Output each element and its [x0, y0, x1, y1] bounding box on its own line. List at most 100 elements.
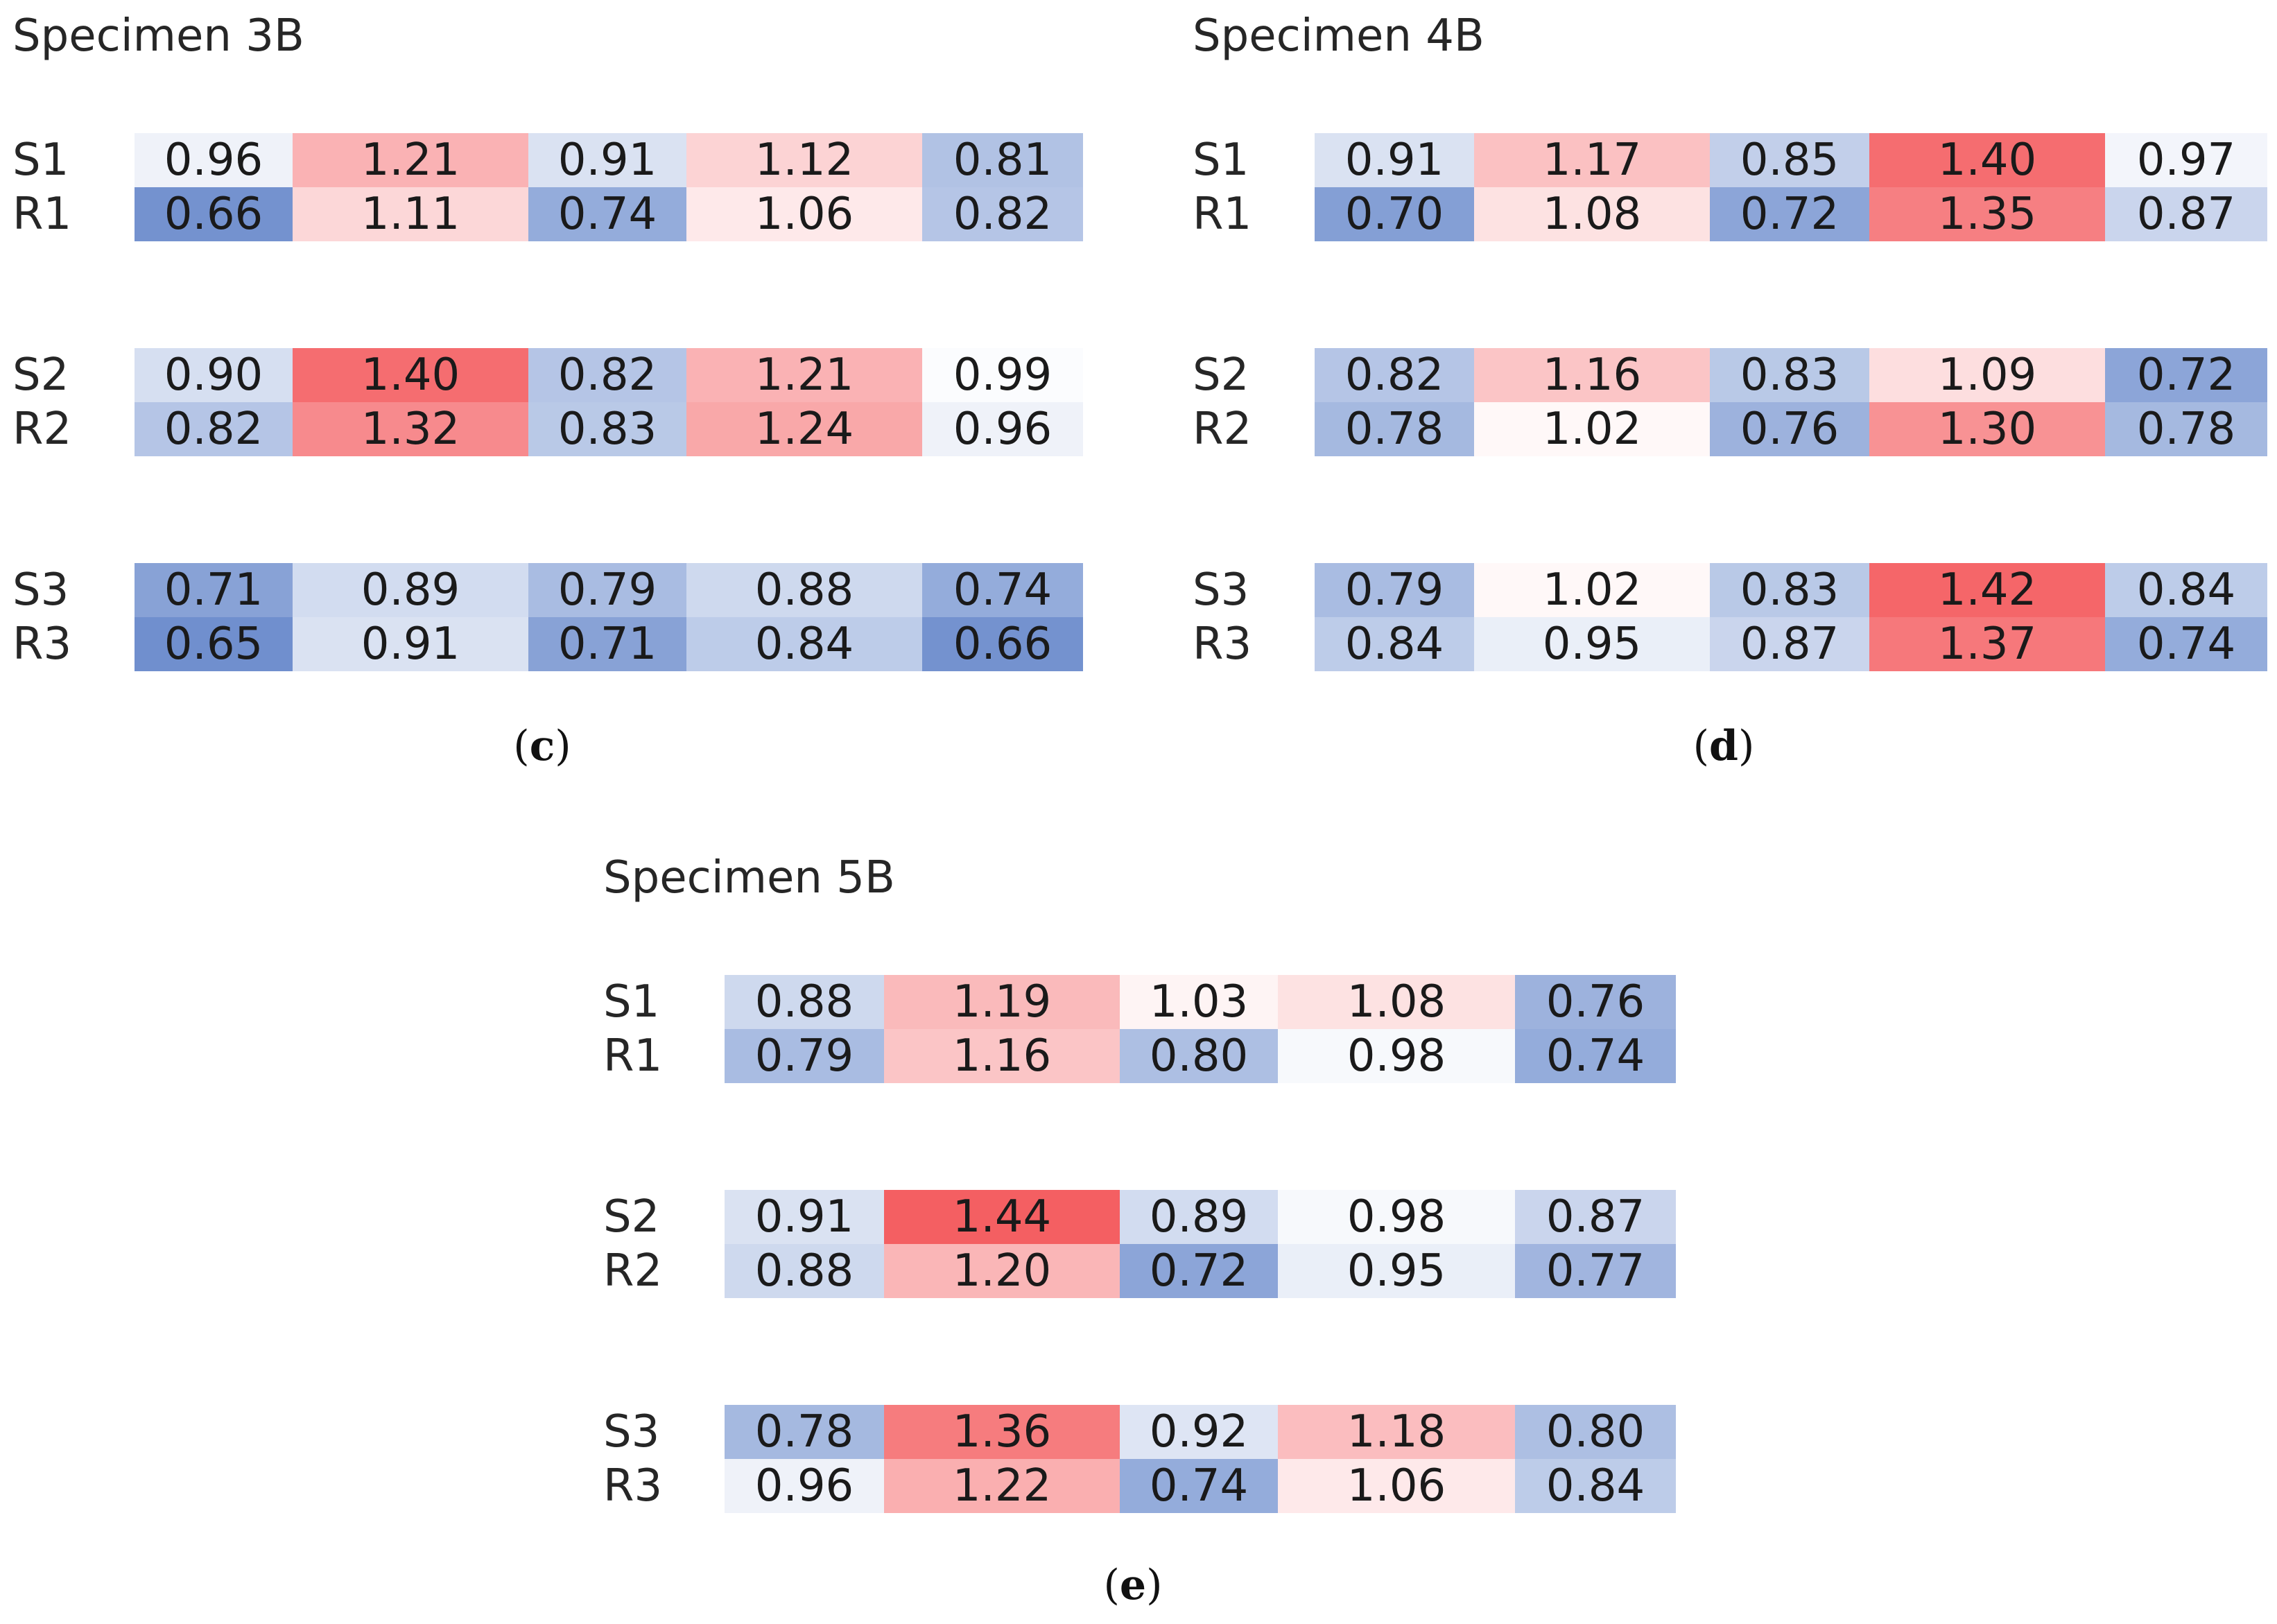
- row-label: R1: [603, 1030, 663, 1082]
- heatmap-cell: 0.80: [1120, 1029, 1278, 1083]
- heatmap-cell: 0.76: [1515, 975, 1676, 1029]
- heatmap-cell: 0.98: [1278, 1190, 1515, 1244]
- row-label: R3: [1193, 619, 1252, 670]
- heatmap-cell: 0.88: [725, 1244, 884, 1298]
- heatmap-cell: 0.80: [1515, 1405, 1676, 1459]
- row-label: R3: [12, 619, 72, 670]
- row-label: R1: [12, 189, 72, 240]
- row-label: S2: [603, 1191, 660, 1243]
- row-label: S1: [1193, 135, 1249, 186]
- heatmap-cell: 1.02: [1474, 402, 1710, 456]
- heatmap-cell: 0.71: [135, 563, 293, 617]
- heatmap-cell: 0.83: [1710, 348, 1869, 402]
- heatmap-cell: 1.24: [686, 402, 922, 456]
- heatmap-cell: 0.96: [135, 133, 293, 187]
- heatmap-cell: 0.90: [135, 348, 293, 402]
- panel-caption: (c): [513, 722, 571, 770]
- heatmap-cell: 0.70: [1315, 187, 1474, 241]
- heatmap-cell: 1.18: [1278, 1405, 1515, 1459]
- heatmap-cell: 0.71: [528, 617, 686, 671]
- heatmap-cell: 0.97: [2105, 133, 2267, 187]
- row-label: R2: [603, 1245, 663, 1297]
- heatmap-cell: 0.83: [1710, 563, 1869, 617]
- panel-caption: (e): [1103, 1561, 1163, 1609]
- heatmap-cell: 0.95: [1474, 617, 1710, 671]
- heatmap-cell: 1.42: [1869, 563, 2105, 617]
- heatmap-cell: 0.78: [1315, 402, 1474, 456]
- heatmap-cell: 0.89: [1120, 1190, 1278, 1244]
- row-label: S2: [12, 349, 69, 401]
- heatmap-cell: 0.84: [2105, 563, 2267, 617]
- row-label: R3: [603, 1460, 663, 1512]
- heatmap-cell: 0.96: [922, 402, 1083, 456]
- caption-letter: d: [1709, 722, 1738, 770]
- heatmap-cell: 1.03: [1120, 975, 1278, 1029]
- row-label: S3: [603, 1406, 660, 1458]
- heatmap-cell: 1.08: [1474, 187, 1710, 241]
- heatmap-cell: 1.37: [1869, 617, 2105, 671]
- heatmap-cell: 1.11: [293, 187, 528, 241]
- heatmap-cell: 1.19: [884, 975, 1120, 1029]
- heatmap-cell: 0.92: [1120, 1405, 1278, 1459]
- row-label: R2: [12, 404, 72, 455]
- heatmap-cell: 1.20: [884, 1244, 1120, 1298]
- heatmap-cell: 0.89: [293, 563, 528, 617]
- heatmap-cell: 1.40: [1869, 133, 2105, 187]
- heatmap-cell: 0.84: [1315, 617, 1474, 671]
- heatmap-cell: 0.74: [2105, 617, 2267, 671]
- caption-letter: e: [1119, 1561, 1147, 1609]
- heatmap-cell: 0.98: [1278, 1029, 1515, 1083]
- heatmap-cell: 0.76: [1710, 402, 1869, 456]
- heatmap-cell: 1.08: [1278, 975, 1515, 1029]
- heatmap-cell: 0.81: [922, 133, 1083, 187]
- heatmap-cell: 0.91: [725, 1190, 884, 1244]
- heatmap-cell: 0.65: [135, 617, 293, 671]
- heatmap-cell: 1.17: [1474, 133, 1710, 187]
- heatmap-cell: 0.83: [528, 402, 686, 456]
- heatmap-cell: 0.74: [1515, 1029, 1676, 1083]
- heatmap-cell: 0.88: [686, 563, 922, 617]
- heatmap-cell: 0.96: [725, 1459, 884, 1513]
- heatmap-cell: 0.78: [725, 1405, 884, 1459]
- heatmap-cell: 0.74: [1120, 1459, 1278, 1513]
- heatmap-cell: 1.16: [884, 1029, 1120, 1083]
- heatmap-cell: 0.78: [2105, 402, 2267, 456]
- row-label: S1: [603, 976, 660, 1028]
- heatmap-cell: 0.79: [1315, 563, 1474, 617]
- heatmap-cell: 1.21: [293, 133, 528, 187]
- heatmap-cell: 1.02: [1474, 563, 1710, 617]
- heatmap-cell: 0.99: [922, 348, 1083, 402]
- heatmap-cell: 0.91: [1315, 133, 1474, 187]
- heatmap-cell: 0.82: [135, 402, 293, 456]
- heatmap-cell: 1.21: [686, 348, 922, 402]
- heatmap-cell: 0.95: [1278, 1244, 1515, 1298]
- heatmap-cell: 0.72: [2105, 348, 2267, 402]
- heatmap-cell: 1.36: [884, 1405, 1120, 1459]
- heatmap-cell: 0.82: [528, 348, 686, 402]
- row-label: S3: [12, 564, 69, 616]
- row-label: S1: [12, 135, 69, 186]
- heatmap-cell: 0.87: [1710, 617, 1869, 671]
- heatmap-cell: 1.16: [1474, 348, 1710, 402]
- heatmap-cell: 0.91: [293, 617, 528, 671]
- heatmap-cell: 0.82: [922, 187, 1083, 241]
- heatmap-cell: 0.72: [1710, 187, 1869, 241]
- caption-letter: c: [529, 722, 555, 770]
- heatmap-cell: 1.44: [884, 1190, 1120, 1244]
- panel-caption: (d): [1692, 722, 1755, 770]
- heatmap-cell: 0.66: [922, 617, 1083, 671]
- heatmap-cell: 0.72: [1120, 1244, 1278, 1298]
- chart-title: Specimen 5B: [603, 852, 895, 904]
- heatmap-cell: 1.32: [293, 402, 528, 456]
- heatmap-cell: 0.87: [1515, 1190, 1676, 1244]
- heatmap-cell: 0.74: [528, 187, 686, 241]
- heatmap-cell: 0.91: [528, 133, 686, 187]
- heatmap-cell: 1.06: [1278, 1459, 1515, 1513]
- heatmap-cell: 0.84: [1515, 1459, 1676, 1513]
- heatmap-cell: 0.84: [686, 617, 922, 671]
- row-label: S3: [1193, 564, 1249, 616]
- heatmap-cell: 0.87: [2105, 187, 2267, 241]
- heatmap-cell: 1.22: [884, 1459, 1120, 1513]
- heatmap-cell: 0.74: [922, 563, 1083, 617]
